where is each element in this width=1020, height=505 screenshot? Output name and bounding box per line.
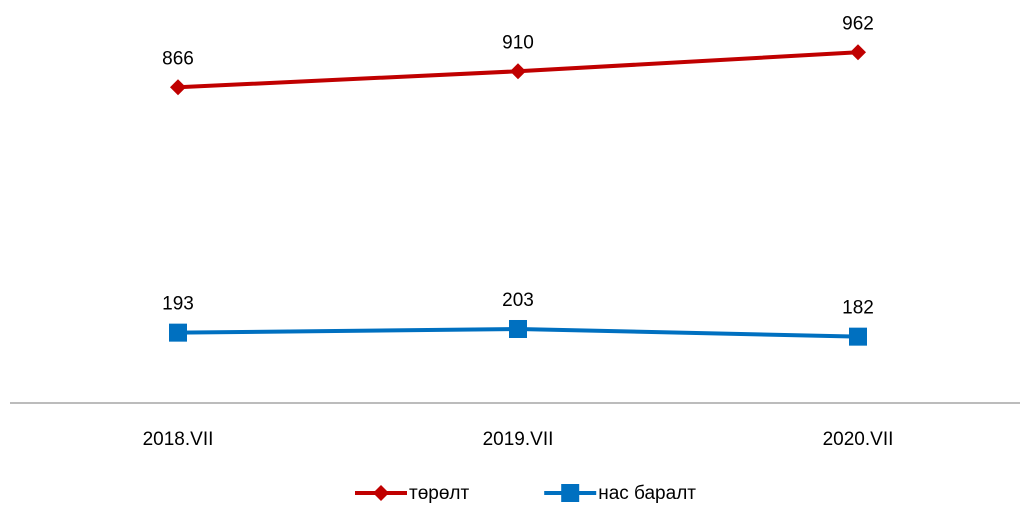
data-point — [850, 44, 866, 61]
data-point — [849, 327, 867, 346]
x-tick-label: 2018.VII — [143, 429, 214, 450]
legend-marker — [561, 484, 580, 502]
x-tick-label: 2019.VII — [483, 429, 554, 450]
legend-label: нас баралт — [598, 483, 696, 504]
data-label: 866 — [162, 48, 194, 69]
data-point — [169, 323, 187, 342]
x-tick-label: 2020.VII — [823, 429, 894, 450]
data-label: 193 — [162, 294, 194, 315]
data-label: 203 — [502, 290, 534, 311]
data-label: 182 — [842, 298, 874, 319]
data-label: 962 — [842, 13, 874, 34]
data-point — [509, 319, 527, 338]
legend-marker — [373, 485, 389, 501]
data-label: 910 — [502, 32, 534, 53]
data-point — [510, 63, 526, 80]
data-point — [170, 79, 186, 96]
legend-label: төрөлт — [409, 483, 469, 504]
